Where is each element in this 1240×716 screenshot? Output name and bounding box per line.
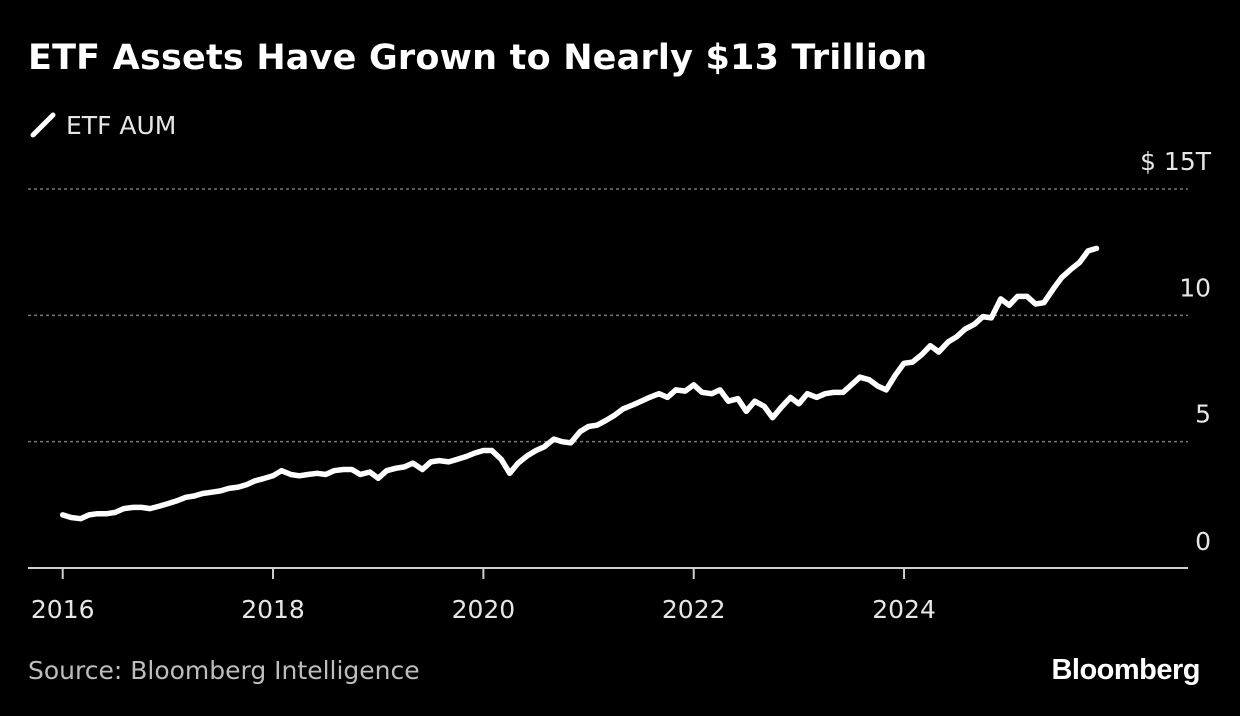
- y-tick-label: 5: [1195, 400, 1211, 429]
- bloomberg-logo: Bloomberg: [1051, 654, 1200, 686]
- y-tick-label: 0: [1195, 527, 1211, 556]
- x-tick-label: 2016: [31, 595, 95, 624]
- y-tick-label: $ 15T: [1140, 147, 1212, 176]
- x-tick-label: 2018: [241, 595, 305, 624]
- y-tick-label: 10: [1179, 273, 1211, 302]
- x-tick-label: 2020: [452, 595, 516, 624]
- series-line-etf-aum: [59, 245, 1100, 522]
- chart-title: ETF Assets Have Grown to Nearly $13 Tril…: [28, 38, 928, 78]
- x-tick-label: 2022: [662, 595, 726, 624]
- legend: ETF AUM: [30, 108, 176, 142]
- source-note: Source: Bloomberg Intelligence: [28, 656, 420, 685]
- line-legend-icon: [30, 112, 56, 138]
- x-tick-label: 2024: [872, 595, 936, 624]
- legend-label-etf-aum: ETF AUM: [66, 110, 177, 140]
